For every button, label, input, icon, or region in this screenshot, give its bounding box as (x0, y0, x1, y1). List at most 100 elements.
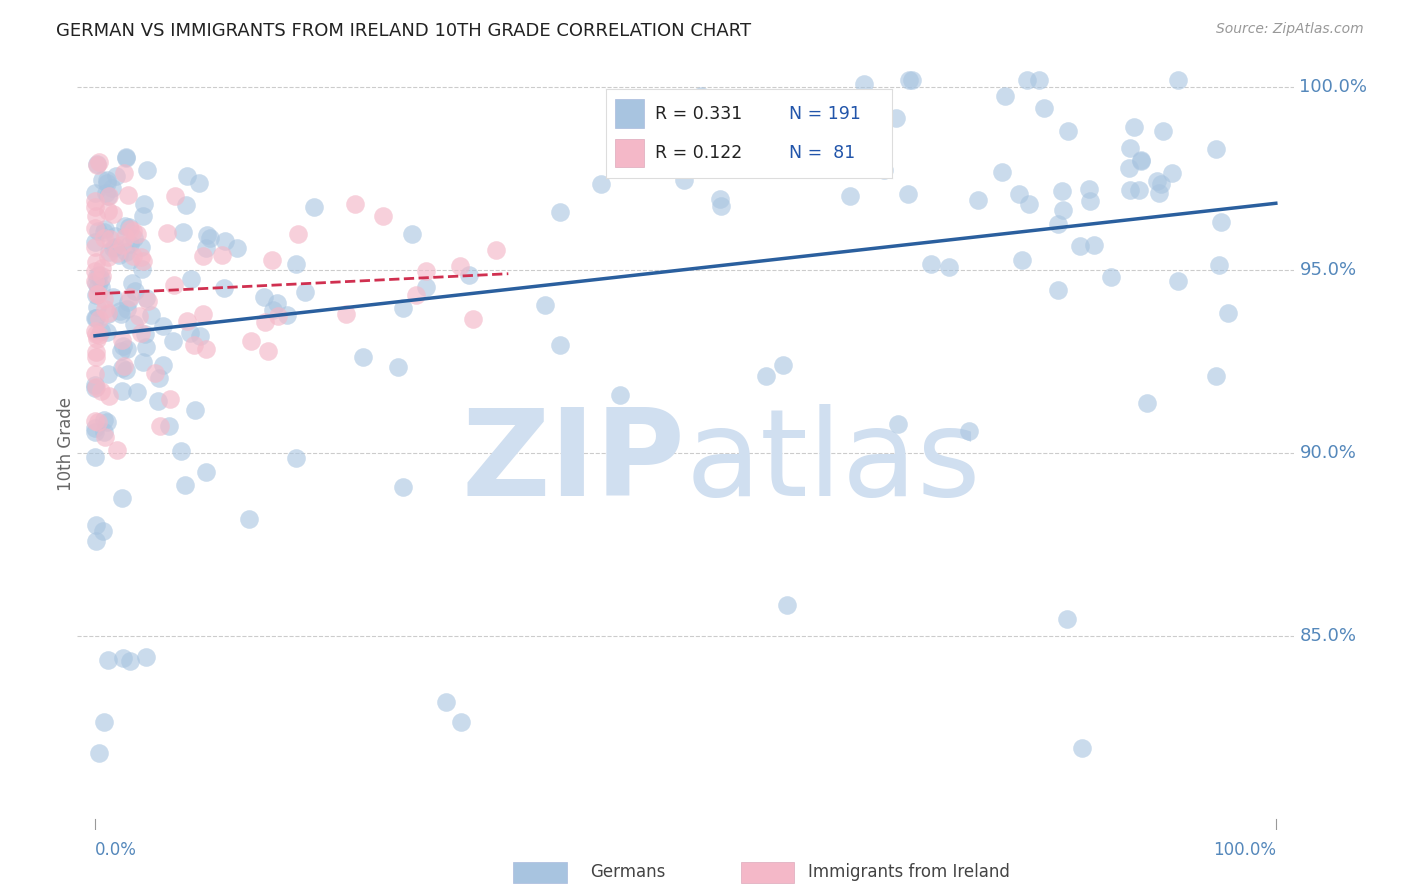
Point (1077, 182, 1099, 196)
Text: 100.0%: 100.0% (1299, 78, 1368, 96)
Point (87, 155, 110, 169)
Point (198, 231, 221, 245)
Point (86, 380, 108, 394)
Point (118, 290, 141, 304)
Point (1118, 161, 1140, 175)
Point (284, 257, 307, 271)
Point (287, 227, 309, 242)
Point (262, 252, 284, 267)
Point (897, 186, 920, 201)
Point (105, 169, 128, 183)
Point (159, 392, 181, 407)
Point (188, 329, 211, 343)
Point (84, 311, 107, 326)
Point (124, 285, 146, 299)
Point (131, 262, 153, 277)
Point (93, 225, 115, 239)
Point (84, 287, 107, 301)
Point (131, 240, 153, 254)
Point (1083, 238, 1105, 252)
Point (898, 73, 921, 87)
Point (87, 224, 110, 238)
Point (115, 342, 138, 356)
Point (1008, 187, 1031, 202)
Point (86, 157, 108, 171)
Point (179, 326, 201, 341)
Point (1028, 73, 1050, 87)
Point (873, 162, 896, 177)
Point (1050, 184, 1073, 198)
Point (1149, 186, 1171, 201)
Point (111, 333, 134, 347)
Point (122, 317, 145, 331)
Point (352, 350, 374, 364)
Point (415, 279, 437, 293)
Point (86, 332, 108, 346)
Point (87, 328, 110, 343)
Point (302, 200, 325, 214)
Point (174, 478, 197, 492)
Text: Germans: Germans (591, 863, 666, 881)
Point (839, 188, 862, 202)
Point (84, 517, 107, 532)
Point (112, 359, 135, 373)
Text: GERMAN VS IMMIGRANTS FROM IRELAND 10TH GRADE CORRELATION CHART: GERMAN VS IMMIGRANTS FROM IRELAND 10TH G… (56, 22, 751, 40)
Point (1208, 258, 1230, 272)
Point (180, 271, 202, 285)
Point (97, 189, 120, 203)
Point (136, 294, 159, 309)
Point (84, 209, 107, 223)
Point (900, 73, 922, 87)
Point (84, 200, 107, 214)
Point (550, 205, 572, 219)
Point (461, 312, 484, 326)
Point (967, 194, 990, 208)
Point (254, 315, 277, 329)
Point (957, 424, 980, 438)
Point (1129, 153, 1152, 168)
Point (139, 308, 162, 322)
Point (238, 512, 260, 526)
Point (114, 230, 136, 244)
Point (90, 279, 112, 293)
Point (111, 238, 134, 252)
Point (84, 264, 107, 278)
Point (90, 173, 112, 187)
Point (335, 307, 357, 321)
Point (609, 388, 631, 402)
Point (391, 480, 413, 494)
Point (457, 268, 479, 282)
Point (262, 303, 284, 318)
Text: 100.0%: 100.0% (1213, 840, 1275, 858)
Point (149, 418, 172, 433)
Point (84, 378, 107, 392)
Point (1128, 183, 1150, 197)
Point (1047, 283, 1070, 297)
Point (108, 248, 131, 262)
Point (96, 325, 118, 339)
Point (174, 197, 197, 211)
Point (267, 310, 290, 324)
Point (96, 204, 118, 219)
Point (146, 393, 169, 408)
Point (191, 307, 214, 321)
Point (131, 355, 153, 369)
Point (450, 715, 472, 730)
Point (1152, 124, 1174, 138)
Point (449, 259, 471, 273)
Point (938, 260, 960, 274)
Point (84, 414, 107, 428)
Point (111, 339, 134, 353)
Point (817, 158, 839, 172)
Point (86, 269, 108, 284)
Point (162, 334, 184, 349)
Point (135, 340, 157, 354)
Text: 90.0%: 90.0% (1299, 444, 1357, 462)
Point (120, 222, 142, 236)
Point (1167, 73, 1189, 87)
Point (105, 246, 128, 260)
Point (1136, 396, 1159, 410)
Point (104, 228, 127, 243)
Point (93, 715, 115, 730)
Point (211, 248, 233, 262)
